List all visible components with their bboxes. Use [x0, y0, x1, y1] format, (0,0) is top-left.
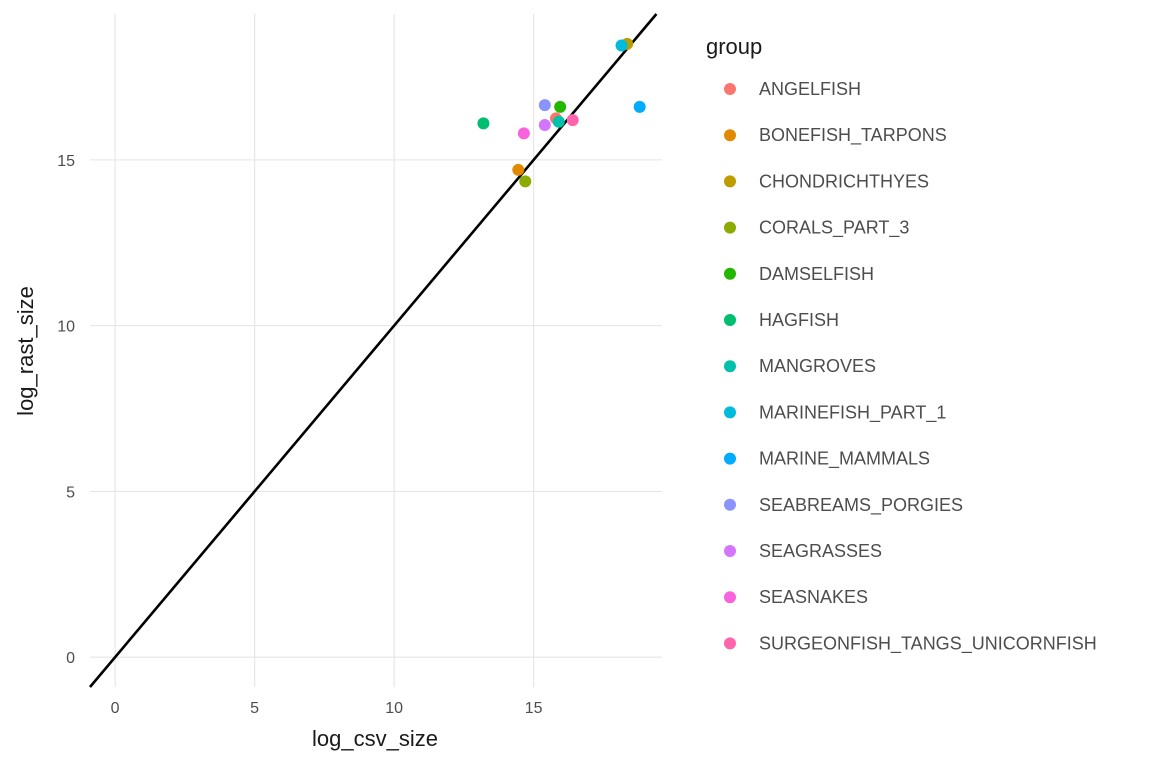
x-tick-labels: 0 5 10 15: [111, 700, 543, 717]
y-tick-label: 0: [66, 650, 75, 667]
point-surgeonfish-tangs-unicornfish: [566, 114, 579, 127]
x-tick-label: 0: [111, 700, 120, 717]
legend-key-marine-mammals: [724, 452, 736, 465]
x-tick-label: 10: [385, 700, 403, 717]
legend-title: group: [706, 34, 762, 59]
legend-label: MANGROVES: [759, 356, 876, 376]
legend-key-seabreams-porgies: [724, 498, 736, 511]
point-marine-mammals: [633, 100, 646, 113]
legend-key-damselfish: [724, 267, 736, 280]
legend-label: CHONDRICHTHYES: [759, 171, 929, 191]
legend-label: MARINE_MAMMALS: [759, 449, 930, 470]
legend-label: SEAGRASSES: [759, 541, 882, 561]
x-tick-label: 15: [525, 700, 543, 717]
legend-key-chondrichthyes: [724, 175, 736, 188]
point-mangroves: [552, 115, 565, 128]
legend-key-corals-part-3: [724, 221, 736, 234]
point-damselfish: [554, 100, 567, 113]
point-bonefish-tarpons: [512, 163, 525, 176]
x-axis-title: log_csv_size: [312, 726, 438, 751]
legend: group ANGELFISH BONEFISH_TARPONS CHONDRICH…: [706, 34, 1097, 654]
y-axis-title: log_rast_size: [13, 286, 38, 416]
point-seagrasses: [538, 119, 551, 132]
legend-label: DAMSELFISH: [759, 264, 874, 284]
legend-key-angelfish: [724, 83, 736, 95]
legend-key-bonefish-tarpons: [724, 129, 736, 142]
point-seabreams-porgies: [538, 99, 551, 112]
point-seasnakes: [517, 127, 530, 140]
legend-key-mangroves: [724, 360, 736, 373]
legend-label: ANGELFISH: [759, 79, 861, 99]
point-marinefish-part-1: [615, 39, 628, 52]
legend-label: BONEFISH_TARPONS: [759, 125, 947, 146]
legend-key-seagrasses: [724, 545, 736, 557]
legend-key-marinefish-part-1: [724, 406, 736, 419]
legend-label: SEABREAMS_PORGIES: [759, 495, 963, 516]
y-tick-label: 5: [66, 484, 75, 501]
point-corals-part-3: [519, 175, 532, 188]
point-hagfish: [477, 117, 490, 130]
x-tick-label: 5: [250, 700, 259, 717]
legend-key-surgeonfish-tangs-unicornfish: [724, 637, 736, 650]
legend-label: HAGFISH: [759, 310, 839, 330]
y-tick-labels: 0 5 10 15: [57, 153, 75, 667]
legend-label: SURGEONFISH_TANGS_UNICORNFISH: [759, 633, 1097, 654]
legend-items: ANGELFISH BONEFISH_TARPONS CHONDRICHTHYES C…: [724, 79, 1097, 654]
y-tick-label: 15: [57, 153, 75, 170]
legend-label: SEASNAKES: [759, 587, 868, 607]
grid-lines: [90, 14, 662, 687]
legend-label: MARINEFISH_PART_1: [759, 402, 946, 423]
y-tick-label: 10: [57, 319, 75, 336]
data-points: [477, 37, 646, 188]
legend-key-hagfish: [724, 314, 736, 326]
legend-key-seasnakes: [724, 591, 736, 604]
legend-label: CORALS_PART_3: [759, 218, 909, 239]
